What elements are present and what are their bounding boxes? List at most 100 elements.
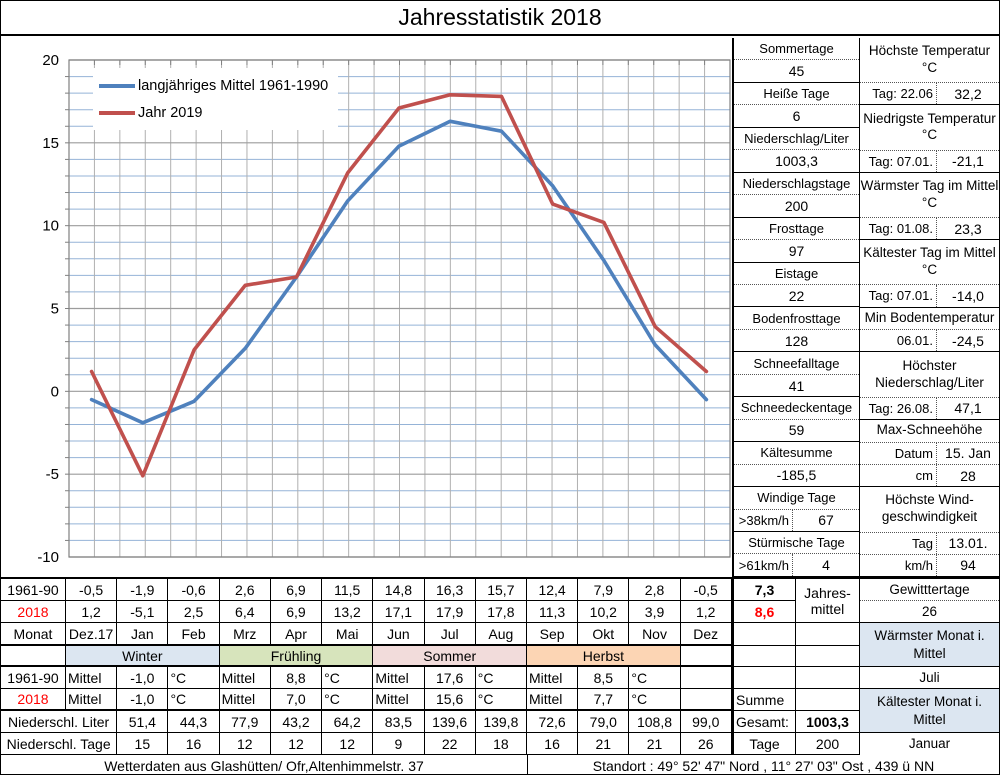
stat-group-title: Höchste Wind- geschwindigkeit <box>881 492 978 525</box>
stat-group-5: Höchster Niederschlag/Liter Tag: 26.08. 47… <box>860 352 999 420</box>
month-cell: Jan <box>117 623 169 646</box>
stat-group-row-label: cm <box>915 468 933 484</box>
unit-cell: °C <box>629 689 681 711</box>
stat-10: Windige Tage >38km/h 67 <box>734 487 859 532</box>
stat-group-row-value: 15. Jan <box>936 442 999 465</box>
precip-cell: 44,3 <box>168 711 220 733</box>
mittel-cell: Mittel <box>66 689 118 711</box>
stat-value: 6 <box>792 108 801 125</box>
temp-cell: 17,1 <box>373 601 425 623</box>
stat-9: Kältesumme -185,5 <box>734 442 859 488</box>
stat-1: Heiße Tage 6 <box>734 83 859 128</box>
stat-6: Bodenfrosttage 128 <box>734 307 859 353</box>
footer-row: Wetterdaten aus Glashütten/ Ofr,Altenhim… <box>1 755 999 774</box>
stat-group-0: Höchste Temperatur °C Tag: 22.06 32,2 <box>860 38 999 106</box>
stat-group-row-value: 32,2 <box>936 83 999 105</box>
year-mean-label: Jahres-mittel <box>796 579 859 623</box>
month-cell: Feb <box>168 623 220 646</box>
data-table: 1961-90 -0,5 -1,9 -0,6 2,6 6,9 11,5 14,8 16,3 15,… <box>1 577 999 774</box>
month-cell: Dez <box>680 623 732 646</box>
stat-group-row-value: 23,3 <box>936 217 999 240</box>
stat-group-row: cm 28 <box>860 464 999 487</box>
stat-group-row-label: Tag: 07.01. <box>868 288 933 304</box>
temp-cell: -1,9 <box>117 579 169 601</box>
temp-cell: -0,5 <box>66 579 118 601</box>
temperature-chart: -10 -5 0 5 10 15 20 langjähriges Mittel 1961-1… <box>1 38 732 577</box>
stats-left-column: Sommertage 45 Heiße Tage 6 Niederschlag/Lite… <box>734 38 860 577</box>
gewitter-value: 26 <box>860 601 999 623</box>
precip-cell: 12 <box>219 733 271 755</box>
temp-cell: 1,2 <box>66 601 118 623</box>
precip-cell: 16 <box>526 733 579 755</box>
legend-label-0: langjähriges Mittel 1961-1990 <box>138 77 329 94</box>
stat-label: Heiße Tage <box>734 83 859 106</box>
precip-cell: 21 <box>578 733 630 755</box>
legend-item-0: langjähriges Mittel 1961-1990 <box>99 72 328 99</box>
empty-cell <box>1 646 66 667</box>
stat-value: 59 <box>788 422 805 439</box>
precip-cell: 12 <box>322 733 374 755</box>
month-cell: Jul <box>424 623 476 646</box>
stat-prefix: >38km/h <box>738 512 789 528</box>
season-cell: Frühling <box>219 646 374 667</box>
stat-group-row-value: 94 <box>936 554 999 576</box>
stat-5: Eistage 22 <box>734 263 859 308</box>
precip-cell: 79,0 <box>578 711 630 733</box>
row-label: Monat <box>1 623 66 646</box>
table-row-temp-1961-90: 1961-90 -0,5 -1,9 -0,6 2,6 6,9 11,5 14,8 16,3 15,… <box>1 579 732 601</box>
y-tick-label: 0 <box>51 383 59 400</box>
row-label: 2018 <box>1 689 66 711</box>
temp-cell: -0,6 <box>168 579 220 601</box>
stat-label: Bodenfrosttage <box>734 307 859 330</box>
stat-value: -185,5 <box>776 467 817 484</box>
stat-group-row: Datum 15. Jan <box>860 441 999 465</box>
table-row-mittel-1961-90: 1961-90 Mittel -1,0 °C Mittel 8,8 °C Mittel 17,6… <box>1 667 732 689</box>
y-tick-label: -5 <box>46 466 59 483</box>
stat-group-row-label: Tag: 22.06 <box>872 86 933 102</box>
y-tick-label: -10 <box>37 549 59 566</box>
stat-value: 45 <box>788 63 805 80</box>
footer-location: Standort : 49° 52' 47" Nord , 11° 27' 03… <box>592 757 935 774</box>
precip-cell: 15 <box>117 733 169 755</box>
row-label: Niederschl. Liter <box>1 711 118 733</box>
table-row-mittel-2018: 2018 Mittel -1,0 °C Mittel 7,0 °C Mittel 15,6 °C M… <box>1 689 732 711</box>
table-row-precip-liter: Niederschl. Liter 51,4 44,3 77,9 43,2 64,2 83,… <box>1 711 732 733</box>
stat-group-row-label: Tag: 26.08. <box>868 400 933 416</box>
gewitter-label: Gewitttertage <box>860 579 999 601</box>
month-cell: Sep <box>526 623 579 646</box>
legend-swatch-1 <box>99 110 135 115</box>
stat-group-4: Min Bodentemperatur 06.01. -24,5 <box>860 308 999 353</box>
month-cell: Aug <box>475 623 527 646</box>
stat-8: Schneedeckentage 59 <box>734 397 859 443</box>
precip-cell: 139,6 <box>424 711 476 733</box>
temp-cell: 13,2 <box>322 601 374 623</box>
stat-group-row-value: 47,1 <box>936 397 999 419</box>
y-axis-labels: -10 -5 0 5 10 15 20 <box>37 52 59 566</box>
empty-cell <box>796 623 859 646</box>
stat-label: Frosttage <box>734 218 859 241</box>
cold-month-label-line2: Mittel <box>913 711 946 727</box>
precip-cell: 12 <box>270 733 323 755</box>
cold-month-label: Kältester Monat i. Mittel <box>860 689 999 733</box>
precip-cell: 77,9 <box>219 711 271 733</box>
empty-cell <box>796 667 859 689</box>
precip-cell: 99,0 <box>680 711 732 733</box>
stat-group-row-label: Tag: 01.08. <box>868 221 933 237</box>
stat-group-row-value: -24,5 <box>936 330 999 352</box>
stat-label: Windige Tage <box>734 487 859 510</box>
stat-value: 1003,3 <box>775 152 818 169</box>
stat-group-title: Niedrigste Temperatur °C <box>863 110 996 143</box>
season-cell: Sommer <box>373 646 528 667</box>
summe-label: Summe <box>734 689 796 711</box>
year-mean-label-line2: mittel <box>810 600 845 617</box>
season-cell: Herbst <box>527 646 681 667</box>
precip-cell: 108,8 <box>629 711 681 733</box>
stat-group-row: 06.01. -24,5 <box>860 329 999 352</box>
month-cell: Apr <box>270 623 323 646</box>
precip-cell: 18 <box>475 733 527 755</box>
month-cell: Dez.17 <box>66 623 118 646</box>
empty-cell <box>734 623 796 646</box>
mean-cell: 7,0 <box>270 689 323 711</box>
mean-cell: -1,0 <box>117 689 169 711</box>
stat-value: 200 <box>784 197 809 214</box>
